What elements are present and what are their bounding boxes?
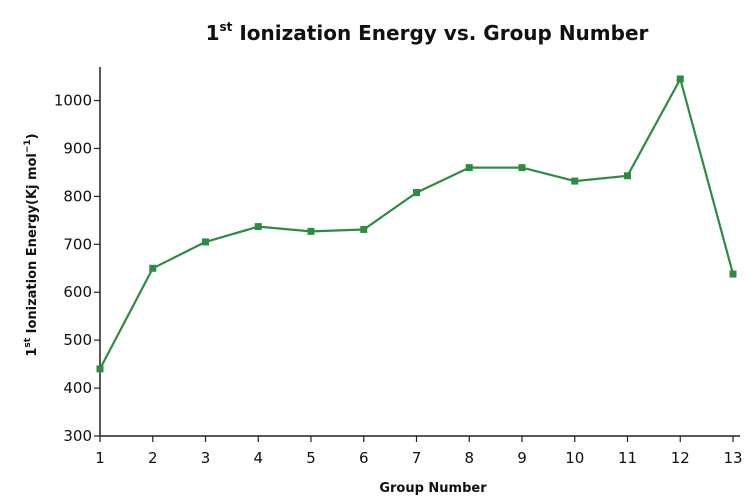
x-tick-label: 6 xyxy=(359,449,369,467)
x-ticks: 1 2 3 4 5 6 7 8 9 10 11 12 13 xyxy=(95,436,743,467)
data-point-marker xyxy=(518,164,526,172)
x-tick-label: 5 xyxy=(306,449,316,467)
x-tick-label: 10 xyxy=(565,449,584,467)
x-tick-label: 4 xyxy=(253,449,263,467)
y-tick-label: 700 xyxy=(63,235,92,253)
data-point-marker xyxy=(676,75,684,83)
y-tick-label: 500 xyxy=(63,331,92,349)
data-point-marker xyxy=(413,189,420,197)
x-tick-label: 7 xyxy=(412,449,422,467)
x-tick-label: 13 xyxy=(723,449,742,467)
data-point-marker xyxy=(149,264,157,272)
x-tick-label: 1 xyxy=(95,449,105,467)
x-tick-label: 8 xyxy=(464,449,474,467)
x-tick-label: 12 xyxy=(671,449,690,467)
x-axis-title: Group Number xyxy=(379,481,487,496)
y-tick-label: 400 xyxy=(63,379,92,397)
data-point-marker xyxy=(96,365,104,373)
data-point-marker xyxy=(571,177,579,185)
data-point-marker xyxy=(729,270,737,278)
y-axis-title: 1st Ionization Energy(Kj mol−1) xyxy=(23,133,40,356)
y-tick-label: 300 xyxy=(63,427,92,445)
data-point-marker xyxy=(360,225,368,233)
y-ticks: 300 400 500 600 700 800 900 1000 xyxy=(54,92,100,445)
y-tick-label: 600 xyxy=(63,283,92,301)
y-tick-label: 900 xyxy=(63,139,92,157)
series-group xyxy=(96,75,737,373)
data-point-marker xyxy=(465,164,473,172)
data-point-marker xyxy=(307,227,315,235)
data-point-marker xyxy=(202,238,209,246)
x-tick-label: 2 xyxy=(148,449,158,467)
x-tick-label: 9 xyxy=(517,449,527,467)
chart-title: 1st Ionization Energy vs. Group Number xyxy=(206,20,649,45)
x-tick-label: 11 xyxy=(618,449,637,467)
y-tick-label: 1000 xyxy=(54,92,92,110)
data-point-marker xyxy=(624,172,631,180)
x-tick-label: 3 xyxy=(201,449,211,467)
series-line xyxy=(99,77,735,370)
data-point-marker xyxy=(254,223,262,231)
y-tick-label: 800 xyxy=(63,187,92,205)
